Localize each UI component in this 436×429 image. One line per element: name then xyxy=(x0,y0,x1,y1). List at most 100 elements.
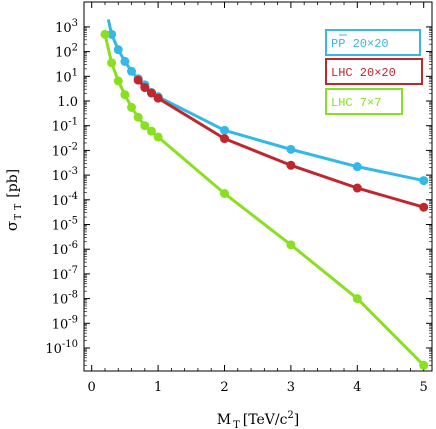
y-axis-label-main: σ xyxy=(3,221,21,231)
legend-label-p2: P xyxy=(338,37,345,51)
y-tick-label-base: 10 xyxy=(52,268,69,283)
y-tick-label-exp: -7 xyxy=(68,265,78,276)
x-tick-label: 1 xyxy=(154,380,162,395)
x-tick-label: 4 xyxy=(353,380,361,395)
y-axis-label-bar: ‾ xyxy=(0,185,9,192)
x-axis-label-unit: [TeV/c xyxy=(243,412,288,428)
y-tick-label: 10-5 xyxy=(52,216,78,234)
x-tick-label: 5 xyxy=(420,380,428,395)
data-point xyxy=(352,183,362,193)
y-tick-label-exp: 2 xyxy=(72,43,78,54)
legend-box xyxy=(325,29,421,56)
data-point xyxy=(140,83,150,93)
y-tick-label: 102 xyxy=(55,43,78,61)
series-1 xyxy=(133,75,429,212)
legend-label: LHC 7×7 xyxy=(331,96,381,110)
data-point xyxy=(133,75,143,85)
legend-entry-0: PP 20×20 xyxy=(325,29,421,56)
data-point xyxy=(352,162,362,172)
data-point xyxy=(107,58,117,68)
tick-group: 0 1 2 3 4 51031021011.010-110-210-310-410-510… xyxy=(45,2,432,395)
y-tick-label-base: 10 xyxy=(52,169,69,184)
y-tick-label-base: 10 xyxy=(52,194,69,209)
y-tick-label: 10-7 xyxy=(52,265,78,283)
data-point xyxy=(120,56,130,66)
series-2 xyxy=(100,29,429,370)
legend-label-rest: 20×20 xyxy=(345,37,388,51)
x-tick-label: 2 xyxy=(220,380,228,395)
legend-label: LHC 20×20 xyxy=(331,66,396,80)
y-tick-label: 101 xyxy=(55,67,78,85)
data-point xyxy=(153,132,163,142)
data-point xyxy=(419,202,429,212)
legend-box xyxy=(325,88,403,115)
y-axis-label-unit: [pb] xyxy=(5,169,21,198)
data-point xyxy=(140,121,150,131)
y-tick-label-base: 10 xyxy=(55,21,72,36)
y-tick-label-exp: -1 xyxy=(68,117,78,128)
data-point xyxy=(220,134,229,144)
y-tick-label: 10-9 xyxy=(52,314,78,332)
y-axis-label-sub: T xyxy=(14,214,24,220)
x-tick-label: 3 xyxy=(287,380,295,395)
x-axis-label-sub: T xyxy=(233,420,240,429)
y-tick-label-exp: -4 xyxy=(68,191,78,202)
y-tick-label: 10-4 xyxy=(52,191,78,209)
x-axis-label-main: M xyxy=(217,412,231,428)
data-point xyxy=(153,93,163,103)
legend-box xyxy=(325,58,423,85)
y-tick-label: 10-3 xyxy=(52,166,78,184)
x-axis-label-unit-sup: 2 xyxy=(287,410,293,421)
x-axis-label: M T [TeV/c2] xyxy=(217,410,300,429)
data-point xyxy=(107,29,117,39)
data-point xyxy=(286,144,296,154)
plot-frame xyxy=(83,1,433,372)
data-point xyxy=(286,160,296,170)
x-tick-label: 0 xyxy=(88,380,96,395)
y-tick-label-exp: 1 xyxy=(72,67,78,78)
legend-group: PP 20×20 LHC 20×20 LHC 7×7 xyxy=(325,29,423,115)
svg-text:σTT[pb]: σTT[pb] xyxy=(3,169,24,231)
y-tick-label-base: 10 xyxy=(52,317,69,332)
y-tick-label-base: 10 xyxy=(52,219,69,234)
y-tick-label-exp: -8 xyxy=(68,290,78,301)
y-tick-label-exp: -9 xyxy=(68,314,78,325)
data-point xyxy=(127,102,137,112)
y-tick-label-base: 10 xyxy=(55,70,72,85)
data-point xyxy=(100,29,110,39)
legend-label: PP 20×20 xyxy=(331,37,389,51)
y-tick-label-base: 10 xyxy=(55,46,72,61)
y-tick-label-base: 10 xyxy=(52,144,69,159)
data-point xyxy=(220,188,229,198)
plot-frame-group xyxy=(83,1,433,372)
y-tick-label: 10-10 xyxy=(45,339,78,357)
y-tick-label-base: 10 xyxy=(45,342,62,357)
y-tick-label: 10-8 xyxy=(52,290,78,308)
data-point xyxy=(120,90,130,100)
legend-entry-2: LHC 7×7 xyxy=(325,88,403,115)
y-tick-label-base: 1.0 xyxy=(57,95,78,110)
data-point xyxy=(286,240,296,250)
y-tick-label: 10-2 xyxy=(52,141,78,159)
y-tick-label-exp: -6 xyxy=(68,240,78,251)
y-tick-label-exp: -2 xyxy=(68,141,78,152)
data-point xyxy=(352,294,362,304)
legend-entry-1: LHC 20×20 xyxy=(325,58,423,85)
y-tick-label: 103 xyxy=(55,18,78,36)
y-tick-label-exp: -5 xyxy=(68,216,78,227)
y-axis-label: σTT[pb] ‾ xyxy=(0,169,24,231)
data-point xyxy=(146,88,156,98)
y-tick-label: 1.0 xyxy=(57,95,78,110)
data-point xyxy=(419,360,429,370)
y-tick-label: 10-1 xyxy=(52,117,78,135)
data-point xyxy=(113,45,123,55)
data-point xyxy=(133,112,143,122)
data-point xyxy=(220,125,229,135)
legend-label-p1: P xyxy=(331,37,338,51)
data-point xyxy=(113,76,123,86)
y-axis-label-sub2: T xyxy=(14,204,24,210)
data-point xyxy=(419,176,429,186)
series-group xyxy=(100,19,429,370)
y-tick-label-base: 10 xyxy=(52,120,69,135)
